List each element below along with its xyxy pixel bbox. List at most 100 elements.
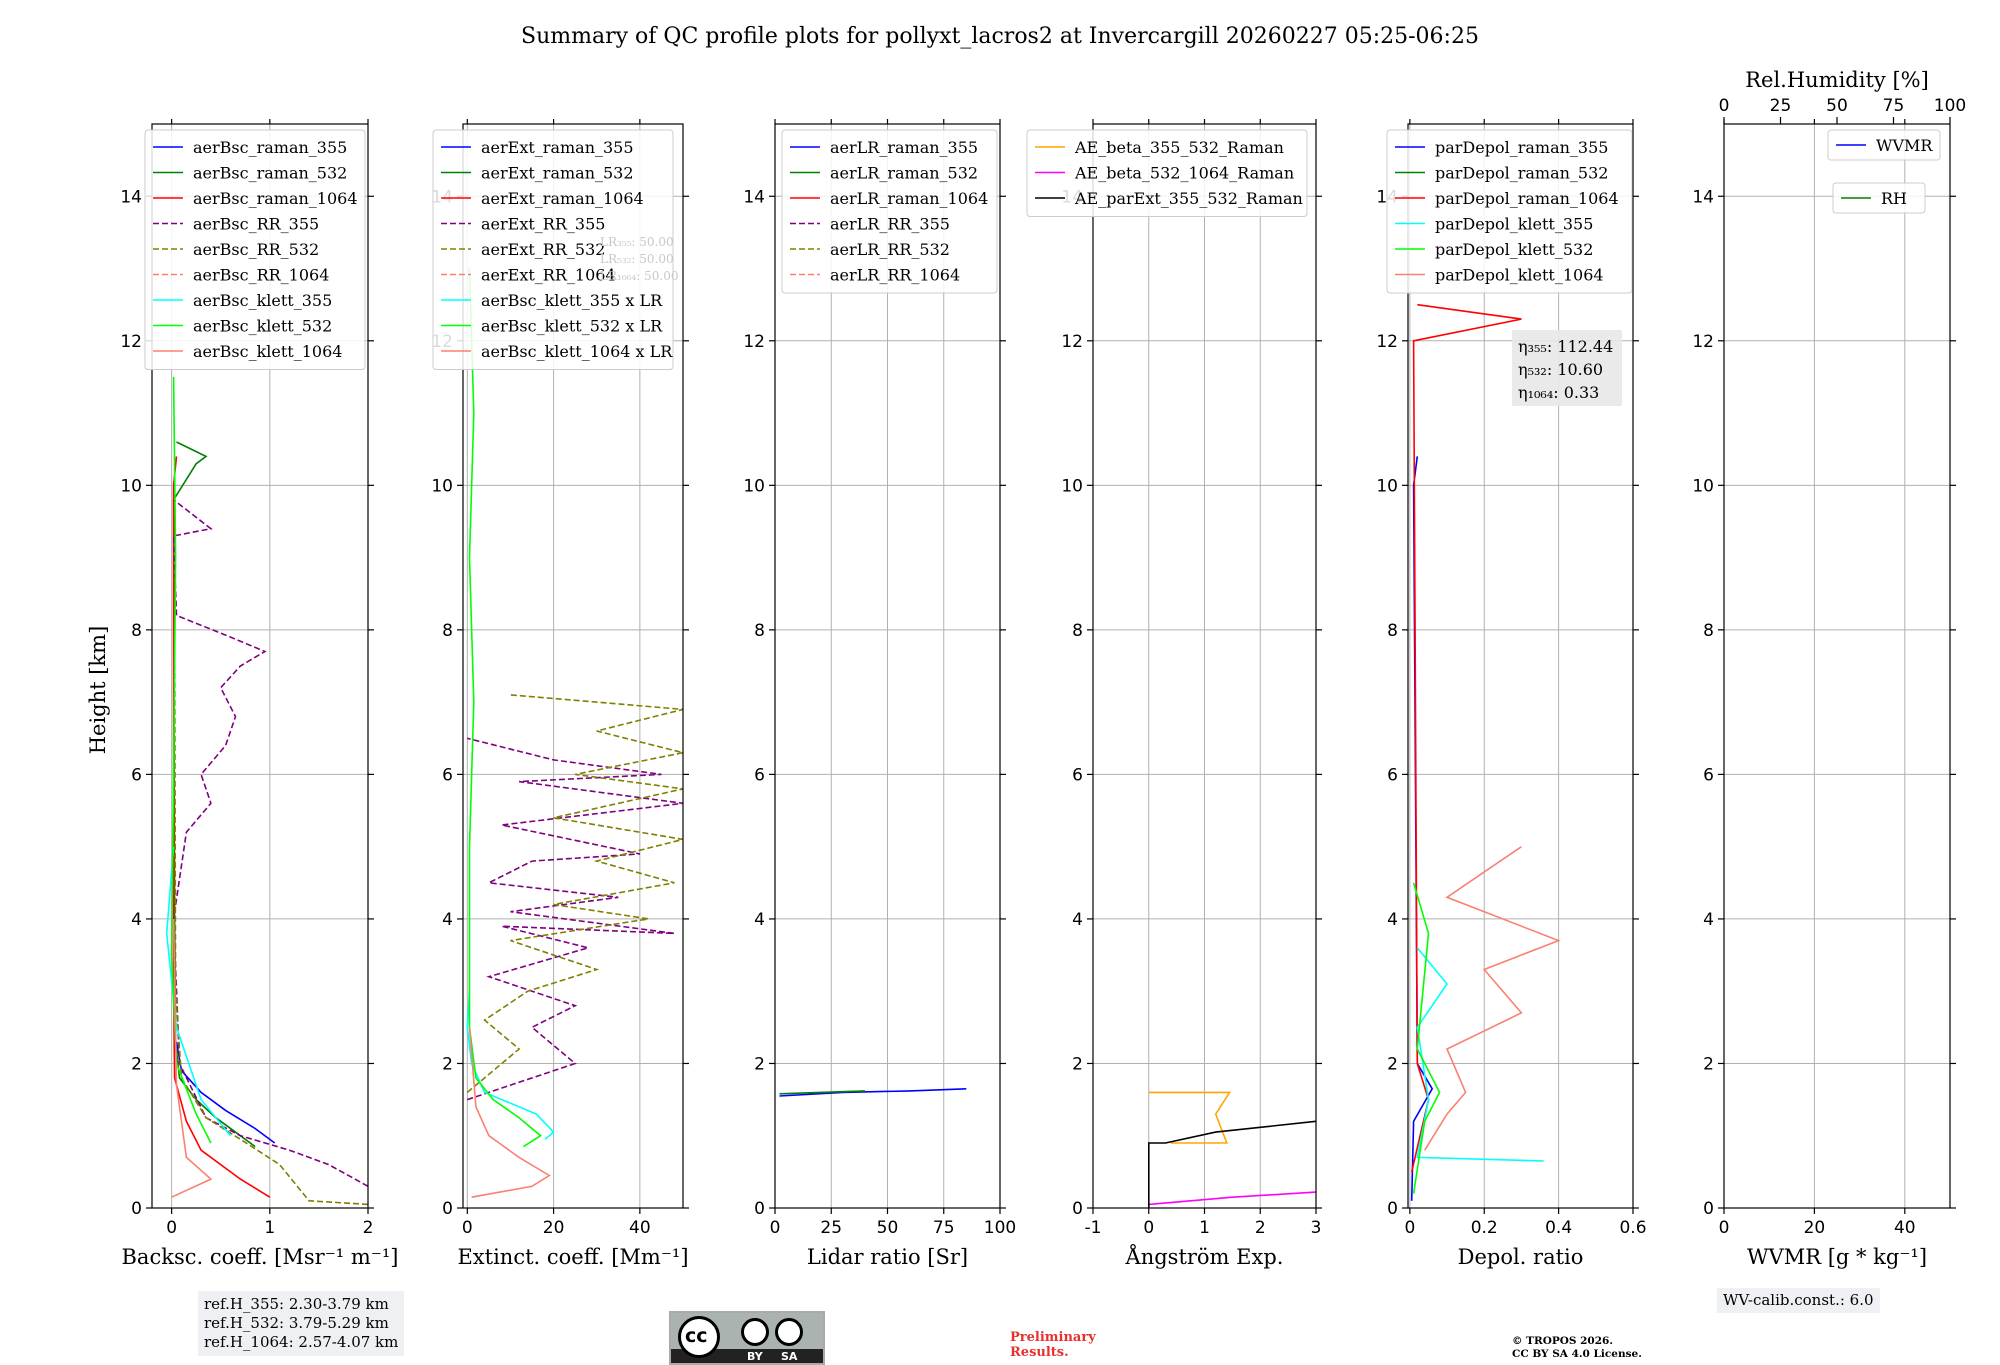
legend-ae: AE_beta_355_532_Raman AE_beta_532_1064_Ra… [1026,129,1308,217]
legend-box [1386,129,1633,294]
legend-label-aerbsc-klett-1064: aerBsc_klett_1064 [193,342,342,361]
legend-label-aerbsc-klett-532-x-lr: aerBsc_klett_532 x LR [481,317,663,336]
legend-label-aerext-rr-532: aerExt_RR_532 [481,240,605,259]
y-tick-label: 14 [120,187,142,207]
badge-by-label: BY [747,1350,763,1363]
legend-box [144,129,366,370]
legend-box [781,129,998,294]
x2-tick-label: 100 [1934,96,1966,116]
legend-bsc: aerBsc_raman_355 aerBsc_raman_532 aerBsc_r… [144,129,366,370]
x2-tick-label: 25 [1770,96,1792,116]
legend-label-aerbsc-klett-355: aerBsc_klett_355 [193,291,332,310]
y-tick-label: 0 [1387,1199,1398,1219]
x-tick-label: 20 [543,1218,565,1238]
axes-frame-ext [462,123,684,1209]
x-tick-label: 0.6 [1619,1218,1646,1238]
series-line-aerbsc-klett-1064 [171,918,213,1198]
series-line-pardepol-klett-1064 [1424,846,1561,1151]
legend-label-aerext-raman-1064: aerExt_raman_1064 [481,189,644,208]
legend-label-aerlr-raman-532: aerLR_raman_532 [830,164,978,183]
legend-label-aerlr-rr-532: aerLR_RR_532 [830,240,950,259]
copyright-note: © TROPOS 2026. CC BY SA 4.0 License. [1512,1335,1642,1361]
plot-area-bsc [165,376,368,1206]
lr-annotation-2: LR₁₀₆₄: 50.00 [600,269,678,283]
eta-annotation-2: η₁₀₆₄: 0.33 [1518,383,1599,402]
x-tick-label: 0.4 [1545,1218,1572,1238]
series-line-aerbsc-rr-355 [172,499,368,1188]
x-axis-label-wv: WVMR [g * kg⁻¹] [1747,1245,1927,1269]
preliminary-note: Preliminary Results. [1010,1330,1096,1360]
legend-wv: WVMR RH [1827,129,1941,214]
y-tick-label: 0 [754,1199,765,1219]
y-tick-label: 0 [131,1199,142,1219]
lr-annotation-0: LR₃₅₅: 50.00 [600,235,674,249]
y-tick-label: 0 [1703,1199,1714,1219]
legend-label-aerlr-rr-1064: aerLR_RR_1064 [830,266,960,285]
ref-height-1064: ref.H_1064: 2.57-4.07 km [204,1333,399,1351]
x-tick-label: -1 [1085,1218,1102,1238]
series-line-aerbsc-klett-355 [165,846,232,1137]
legend-label-aerbsc-klett-1064-x-lr: aerBsc_klett_1064 x LR [481,342,673,361]
y-tick-label: 10 [743,476,765,496]
x-tick-label: 40 [1894,1218,1916,1238]
y-tick-label: 2 [1387,1054,1398,1074]
x-tick-label: 40 [629,1218,651,1238]
legend-label-aerext-rr-355: aerExt_RR_355 [481,215,605,234]
legend-label-ae-beta-532-1064-raman: AE_beta_532_1064_Raman [1074,164,1294,183]
y-tick-label: 6 [754,765,765,785]
y-tick-label: 2 [131,1054,142,1074]
chart-wv: 0 2 4 6 8 10 12 14 0 20 40 WVMR [g * kg⁻¹] 0 25 50 75 10… [1692,68,1966,1269]
sa-share-icon [775,1318,803,1346]
x2-tick-label: 50 [1826,96,1848,116]
y-tick-label: 0 [1072,1199,1083,1219]
y-tick-label: 4 [442,910,453,930]
legend-label-aerbsc-rr-1064: aerBsc_RR_1064 [193,266,329,285]
x-tick-label: 0 [166,1218,177,1238]
x-tick-label: 0 [1719,1218,1730,1238]
y-tick-label: 12 [120,332,142,352]
x-tick-label: 0 [462,1218,473,1238]
x-axis-label-ext: Extinct. coeff. [Mm⁻¹] [457,1245,688,1269]
series-line-ae-beta-532-1064-raman [1148,1191,1316,1206]
legend-box [1832,182,1926,214]
cc-license-badge: cc BY SA [669,1311,825,1365]
ref-height-532: ref.H_532: 3.79-5.29 km [204,1314,389,1332]
series-line-aerbsc-rr-532 [173,629,368,1206]
y-tick-label: 12 [1376,332,1398,352]
series-line-aerlr-raman-532 [779,1090,866,1095]
y-tick-label: 14 [743,187,765,207]
y-tick-label: 10 [431,476,453,496]
x-axis-label-depol: Depol. ratio [1458,1245,1584,1269]
y-tick-label: 12 [1061,332,1083,352]
y-tick-label: 2 [754,1054,765,1074]
legend-label-wvmr: WVMR [1876,136,1933,155]
x-tick-label: 2 [363,1218,374,1238]
series-line-aerbsc-raman-1064 [172,456,271,1198]
x-tick-label: 20 [1804,1218,1826,1238]
y-tick-label: 2 [1072,1054,1083,1074]
legend-label-rh: RH [1881,189,1907,208]
chart-lr: 0 2 4 6 8 10 12 14 0 25 50 75 100 Lidar ratio [Sr] aer… [743,119,1016,1269]
eta-annotation-box [1512,330,1622,406]
x-tick-label: 50 [877,1218,899,1238]
badge-sa-label: SA [781,1350,798,1363]
cc-logo-icon [678,1316,720,1358]
y-tick-label: 14 [1692,187,1714,207]
y-tick-label: 10 [1376,476,1398,496]
wv-calib-box: WV-calib.const.: 6.0 [1717,1288,1880,1313]
wv-calib-text: WV-calib.const.: 6.0 [1723,1291,1874,1309]
series-line-ae-beta-355-532-raman [1148,1091,1232,1144]
plot-area-depol [1410,303,1561,1201]
y-tick-label: 2 [1703,1054,1714,1074]
y-tick-label: 8 [1072,621,1083,641]
cc-logo-text: cc [685,1325,708,1347]
series-line-pardepol-klett-532 [1412,882,1441,1194]
legend-label-aerbsc-rr-355: aerBsc_RR_355 [193,215,319,234]
legend-label-aerbsc-klett-532: aerBsc_klett_532 [193,317,332,336]
y-tick-label: 10 [120,476,142,496]
legend-label-pardepol-raman-1064: parDepol_raman_1064 [1435,189,1619,208]
